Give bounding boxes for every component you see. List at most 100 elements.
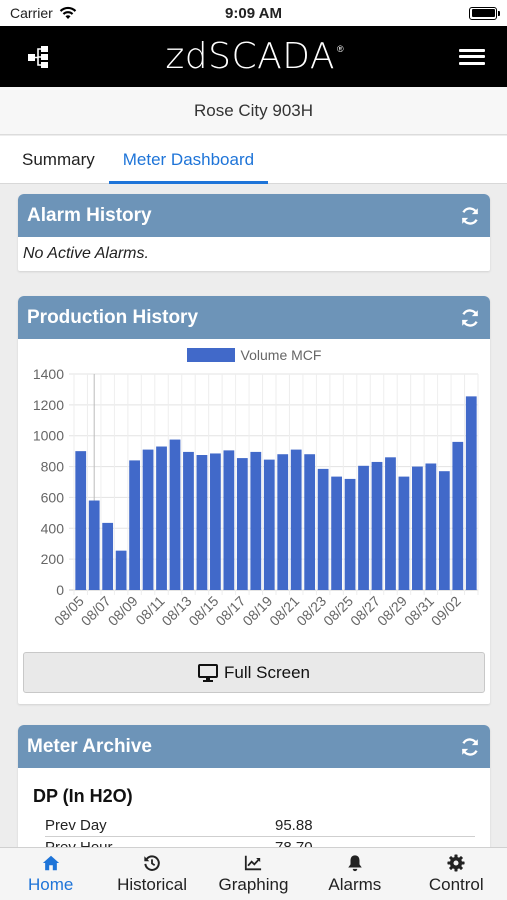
nav-alarms-label: Alarms bbox=[328, 874, 382, 894]
y-tick-label: 0 bbox=[56, 582, 64, 598]
archive-row-label: Prev Day bbox=[45, 817, 107, 834]
meter-archive-panel: Meter Archive DP (In H2O) Prev Day 95.88… bbox=[18, 725, 490, 847]
chart-bar bbox=[452, 441, 464, 590]
nav-alarms[interactable]: Alarms bbox=[320, 848, 390, 900]
chart-bar bbox=[210, 453, 221, 590]
wifi-icon bbox=[59, 6, 76, 19]
nav-historical[interactable]: Historical bbox=[117, 848, 187, 900]
x-tick-label: 08/07 bbox=[78, 593, 114, 629]
x-tick-label: 08/15 bbox=[185, 593, 221, 629]
home-icon bbox=[42, 855, 59, 870]
logo-text: zdSCADA bbox=[165, 36, 335, 77]
alarm-history-panel: Alarm History No Active Alarms. bbox=[18, 194, 490, 271]
x-tick-label: 08/23 bbox=[293, 593, 329, 629]
refresh-icon[interactable] bbox=[459, 205, 481, 227]
chart-bar bbox=[115, 550, 127, 590]
x-tick-label: 08/29 bbox=[374, 593, 410, 629]
x-tick-label: 08/13 bbox=[158, 593, 194, 629]
tab-meter-dashboard[interactable]: Meter Dashboard bbox=[108, 136, 269, 184]
x-tick-label: 08/25 bbox=[320, 593, 356, 629]
chart-bar bbox=[236, 458, 248, 590]
chart-bar bbox=[385, 457, 396, 590]
chart-bar bbox=[183, 451, 194, 590]
nav-historical-label: Historical bbox=[117, 874, 188, 894]
x-tick-label: 08/17 bbox=[212, 593, 248, 629]
chart-bar bbox=[196, 455, 208, 590]
alarm-history-header: Alarm History bbox=[18, 194, 490, 237]
chart-bar bbox=[304, 454, 316, 590]
site-name-bar: Rose City 903H bbox=[0, 87, 507, 135]
chart-bar bbox=[129, 460, 140, 590]
y-tick-label: 600 bbox=[41, 489, 65, 505]
chart-bar bbox=[358, 465, 369, 590]
x-tick-label: 09/02 bbox=[428, 593, 464, 629]
y-tick-label: 1400 bbox=[33, 366, 64, 382]
status-left: Carrier bbox=[10, 5, 77, 21]
full-screen-label: Full Screen bbox=[224, 662, 310, 682]
nav-home[interactable]: Home bbox=[16, 848, 86, 900]
chart-bar bbox=[290, 449, 302, 590]
y-tick-label: 800 bbox=[41, 459, 65, 475]
chart-bar bbox=[425, 463, 437, 590]
status-bar: Carrier 9:09 AM bbox=[0, 0, 507, 26]
bar-chart: 0 200 400 600 800 1000 1200 1400 08/0508/0708/09… bbox=[33, 366, 479, 629]
nav-graphing[interactable]: Graphing bbox=[218, 848, 288, 900]
x-tick-label: 08/09 bbox=[105, 593, 141, 629]
nav-control[interactable]: Control bbox=[421, 848, 491, 900]
chart-bar bbox=[331, 476, 342, 590]
chart-bar bbox=[250, 451, 262, 590]
site-name: Rose City 903H bbox=[193, 100, 314, 120]
nav-graphing-label: Graphing bbox=[218, 874, 289, 894]
production-history-panel: Production History Volume MCF 0 200 400 600… bbox=[18, 296, 490, 704]
hamburger-menu-icon[interactable] bbox=[459, 46, 485, 68]
bell-icon bbox=[348, 854, 362, 871]
production-history-header: Production History bbox=[18, 296, 490, 339]
archive-section-title: DP (In H2O) bbox=[33, 786, 133, 806]
app-header: zdSCADA ® bbox=[0, 26, 507, 87]
y-tick-label: 1200 bbox=[33, 397, 64, 413]
x-tick-label: 08/05 bbox=[51, 593, 87, 629]
gear-icon bbox=[447, 853, 465, 872]
monitor-icon bbox=[198, 663, 218, 682]
refresh-icon[interactable] bbox=[459, 307, 481, 329]
chart-bar bbox=[223, 450, 235, 590]
full-screen-button[interactable]: Full Screen bbox=[23, 652, 485, 693]
archive-row: Prev Hour 78.70 bbox=[45, 837, 475, 847]
meter-archive-body: DP (In H2O) Prev Day 95.88 Prev Hour 78.… bbox=[18, 768, 490, 847]
site-tree-icon[interactable] bbox=[28, 45, 50, 69]
alarm-message: No Active Alarms. bbox=[23, 245, 149, 262]
tab-summary[interactable]: Summary bbox=[22, 150, 95, 169]
chart-bar bbox=[412, 466, 423, 590]
chart-bar bbox=[344, 478, 356, 590]
chart-bar bbox=[156, 446, 167, 590]
carrier-label: Carrier bbox=[10, 5, 53, 21]
chart-bar bbox=[102, 522, 114, 590]
chart-bar bbox=[142, 449, 154, 590]
chart-bar bbox=[398, 476, 410, 590]
chart-bar bbox=[169, 439, 181, 590]
app-logo: zdSCADA ® bbox=[165, 36, 343, 77]
nav-home-label: Home bbox=[28, 874, 74, 894]
battery-icon bbox=[469, 6, 500, 20]
x-tick-label: 08/31 bbox=[401, 593, 437, 629]
y-tick-label: 200 bbox=[41, 551, 65, 567]
archive-row-value: 95.88 bbox=[275, 817, 313, 834]
chart-bar bbox=[75, 451, 87, 590]
chart-bar bbox=[465, 396, 477, 590]
y-tick-label: 1000 bbox=[33, 428, 64, 444]
chart-bar bbox=[263, 459, 275, 590]
legend-swatch bbox=[186, 348, 235, 362]
history-icon bbox=[144, 854, 160, 871]
meter-archive-header: Meter Archive bbox=[18, 725, 490, 768]
x-tick-label: 08/21 bbox=[266, 593, 302, 629]
line-chart-icon bbox=[245, 855, 262, 870]
production-chart: Volume MCF 0 200 400 600 800 1000 1200 1400 08/0… bbox=[18, 339, 490, 651]
alarm-history-title: Alarm History bbox=[27, 204, 152, 226]
production-history-title: Production History bbox=[27, 306, 199, 328]
refresh-icon[interactable] bbox=[459, 736, 481, 758]
chart-bar bbox=[317, 468, 329, 590]
x-tick-label: 08/27 bbox=[347, 593, 383, 629]
chart-legend: Volume MCF bbox=[18, 347, 490, 363]
tab-bar: Summary Meter Dashboard bbox=[0, 136, 507, 184]
archive-row-value: 78.70 bbox=[275, 839, 313, 847]
